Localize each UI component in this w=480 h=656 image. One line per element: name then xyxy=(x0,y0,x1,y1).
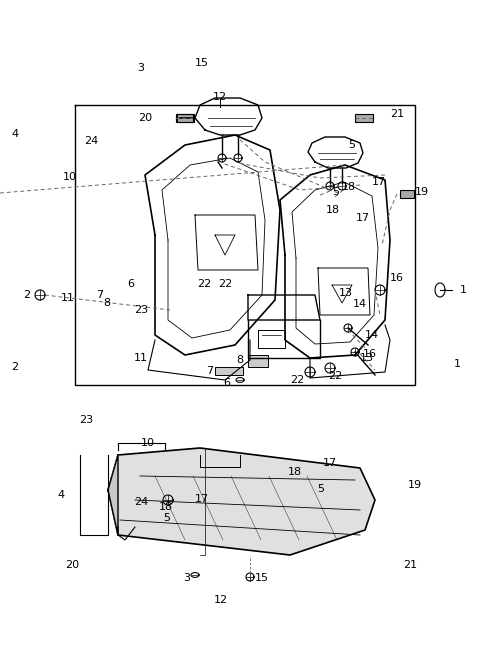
Text: 2: 2 xyxy=(24,290,31,300)
Text: 5: 5 xyxy=(317,483,324,494)
Text: 1: 1 xyxy=(460,285,467,295)
Text: 15: 15 xyxy=(255,573,269,583)
Text: 5: 5 xyxy=(332,187,339,197)
Text: 19: 19 xyxy=(408,480,422,491)
Text: 22: 22 xyxy=(328,371,342,381)
Text: 20: 20 xyxy=(138,113,152,123)
Polygon shape xyxy=(108,455,118,535)
Text: 21: 21 xyxy=(390,109,404,119)
Text: 1: 1 xyxy=(454,359,461,369)
Text: 8: 8 xyxy=(236,355,243,365)
Bar xyxy=(176,114,194,122)
Text: 20: 20 xyxy=(65,560,79,571)
Bar xyxy=(400,190,414,198)
Text: 11: 11 xyxy=(134,353,148,363)
Text: 8: 8 xyxy=(103,298,110,308)
Text: 22: 22 xyxy=(218,279,233,289)
Text: 18: 18 xyxy=(159,502,173,512)
Bar xyxy=(215,367,243,375)
Text: 5: 5 xyxy=(348,140,355,150)
Text: 23: 23 xyxy=(134,305,148,315)
Text: 4: 4 xyxy=(11,129,18,140)
Text: 23: 23 xyxy=(80,415,94,425)
Text: 2: 2 xyxy=(11,362,18,373)
Text: 7: 7 xyxy=(206,366,213,376)
Text: 10: 10 xyxy=(63,172,77,182)
Text: 12: 12 xyxy=(214,595,228,605)
Text: 21: 21 xyxy=(403,560,417,571)
Text: 12: 12 xyxy=(213,92,227,102)
Text: 22: 22 xyxy=(290,375,304,385)
Text: 3: 3 xyxy=(183,573,190,583)
Text: 7: 7 xyxy=(96,289,103,300)
Text: 24: 24 xyxy=(84,136,98,146)
Text: 22: 22 xyxy=(197,279,211,289)
Text: 4: 4 xyxy=(58,490,65,500)
Text: 6: 6 xyxy=(127,279,134,289)
Text: 18: 18 xyxy=(288,467,302,478)
Text: 14: 14 xyxy=(353,298,367,309)
Text: 17: 17 xyxy=(323,458,336,468)
Text: 14: 14 xyxy=(365,330,379,340)
Bar xyxy=(355,114,373,122)
Text: 17: 17 xyxy=(356,213,370,223)
Text: 18: 18 xyxy=(342,182,356,192)
Text: 24: 24 xyxy=(134,497,148,507)
Text: 3: 3 xyxy=(137,62,144,73)
Polygon shape xyxy=(108,448,375,555)
Text: 11: 11 xyxy=(60,293,74,304)
Bar xyxy=(248,355,268,367)
Text: 13: 13 xyxy=(338,288,352,298)
Text: 19: 19 xyxy=(415,187,429,197)
Text: 16: 16 xyxy=(390,273,404,283)
Text: 17: 17 xyxy=(372,177,386,187)
Text: 16: 16 xyxy=(362,349,376,359)
Text: 13: 13 xyxy=(360,353,374,363)
Text: 17: 17 xyxy=(194,493,208,504)
Text: 6: 6 xyxy=(223,378,230,388)
Text: 5: 5 xyxy=(163,513,170,523)
Text: 15: 15 xyxy=(194,58,208,68)
Text: 18: 18 xyxy=(326,205,340,215)
Text: 10: 10 xyxy=(141,438,155,448)
